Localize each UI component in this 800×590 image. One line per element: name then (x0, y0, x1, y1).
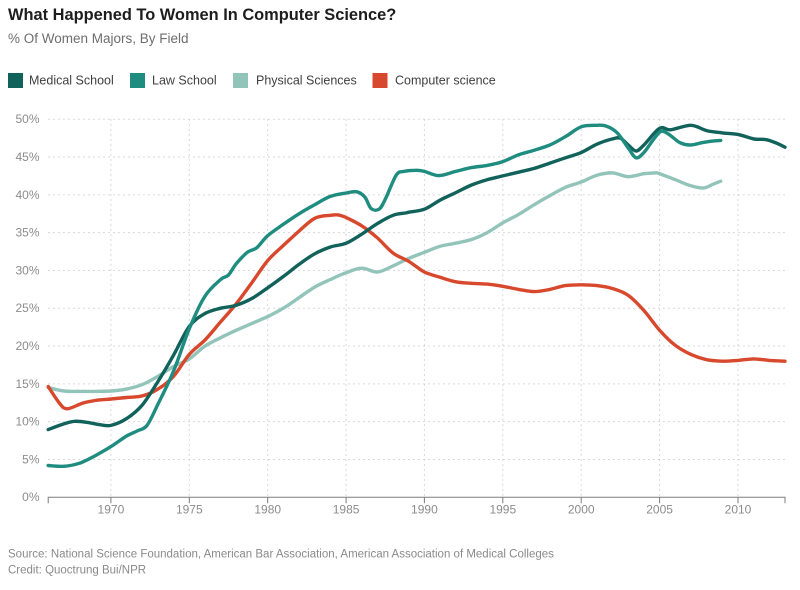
svg-text:20%: 20% (15, 339, 39, 353)
svg-text:Computer science: Computer science (395, 74, 496, 88)
svg-text:45%: 45% (15, 150, 39, 164)
svg-text:Credit: Quoctrung Bui/NPR: Credit: Quoctrung Bui/NPR (8, 565, 146, 577)
svg-text:1985: 1985 (333, 503, 360, 517)
svg-text:40%: 40% (15, 188, 39, 202)
svg-text:10%: 10% (15, 415, 39, 429)
svg-text:35%: 35% (15, 226, 39, 240)
svg-text:25%: 25% (15, 301, 39, 315)
svg-text:1975: 1975 (176, 503, 203, 517)
svg-text:1980: 1980 (254, 503, 281, 517)
svg-text:Physical Sciences: Physical Sciences (256, 74, 357, 88)
svg-text:1970: 1970 (98, 503, 125, 517)
svg-text:15%: 15% (15, 377, 39, 391)
svg-text:2010: 2010 (725, 503, 752, 517)
svg-text:Source: National Science Found: Source: National Science Foundation, Ame… (8, 549, 554, 561)
svg-text:30%: 30% (15, 264, 39, 278)
svg-text:What Happened To Women In Comp: What Happened To Women In Computer Scien… (8, 6, 396, 24)
svg-text:50%: 50% (15, 112, 39, 126)
svg-text:1990: 1990 (411, 503, 438, 517)
svg-text:Law School: Law School (152, 74, 217, 88)
svg-text:% Of Women Majors, By Field: % Of Women Majors, By Field (8, 31, 189, 46)
svg-text:2000: 2000 (568, 503, 595, 517)
svg-text:Medical School: Medical School (29, 74, 114, 88)
svg-text:5%: 5% (22, 452, 40, 466)
svg-text:0%: 0% (22, 490, 40, 504)
svg-text:2005: 2005 (646, 503, 673, 517)
svg-text:1995: 1995 (489, 503, 516, 517)
